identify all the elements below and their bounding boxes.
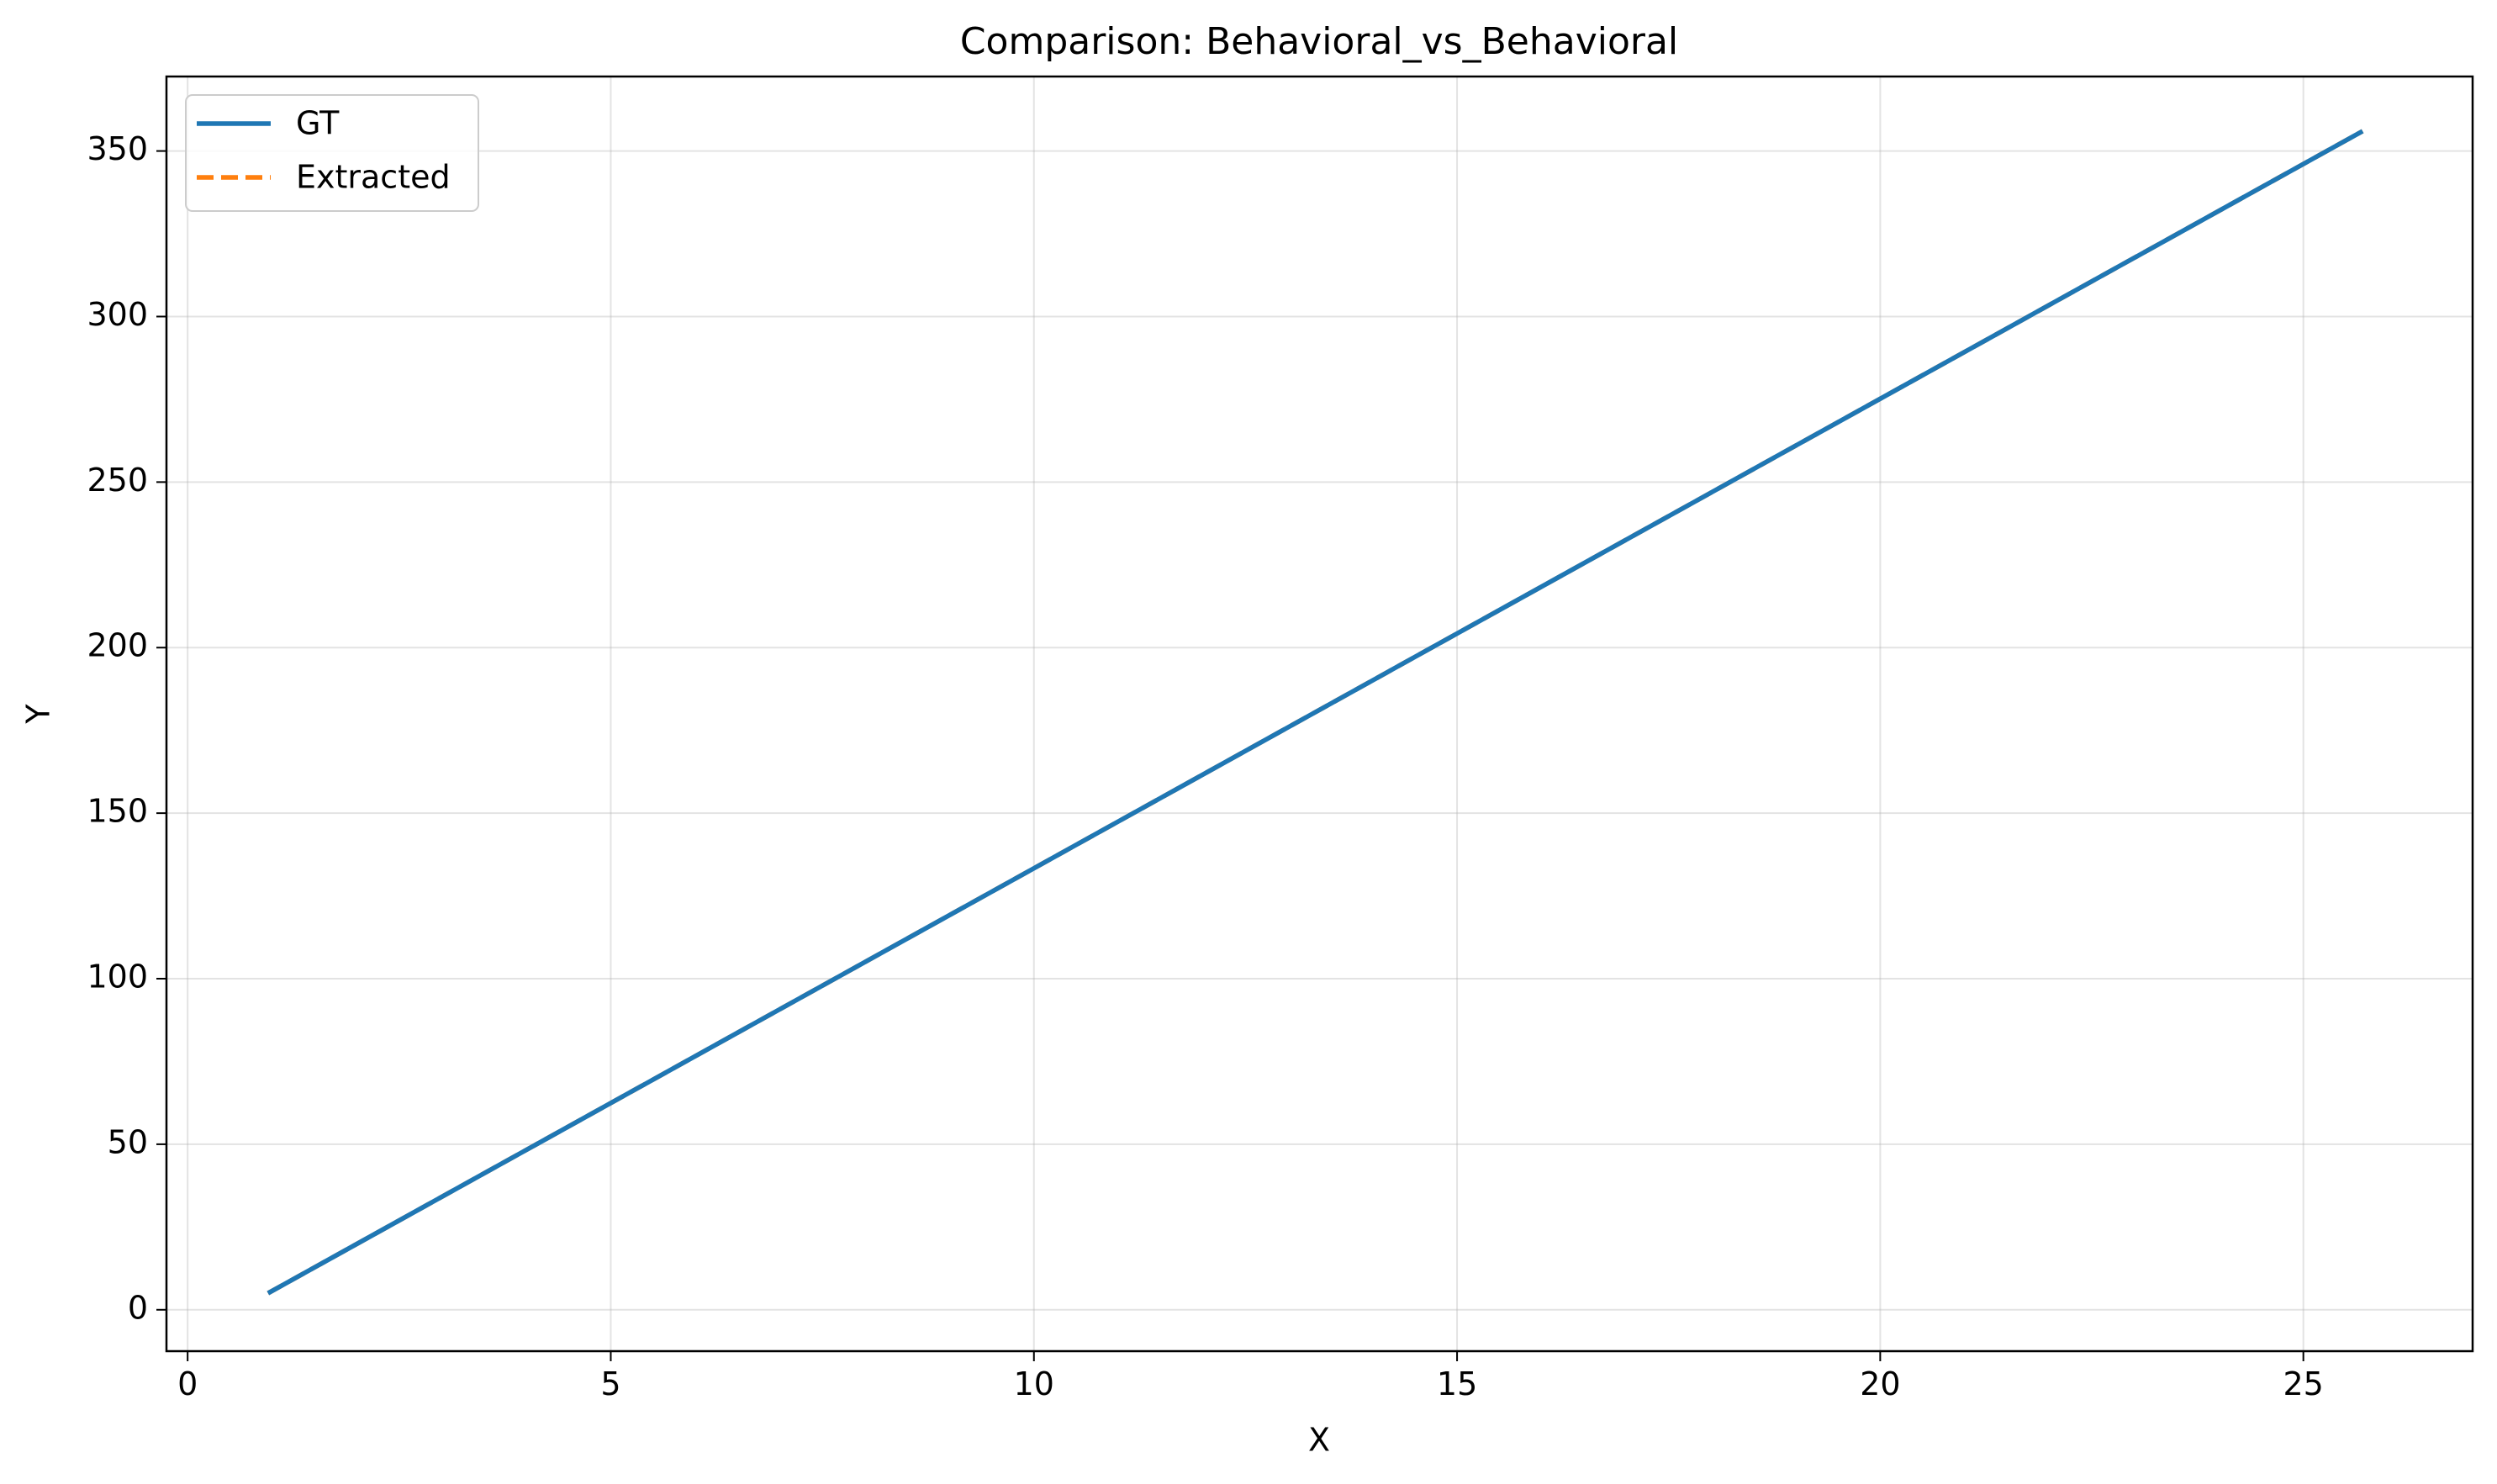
x-tick-label: 15: [1437, 1365, 1477, 1402]
y-tick-label: 250: [87, 462, 148, 499]
y-tick-label: 200: [87, 627, 148, 664]
series-layer: [267, 129, 2364, 1296]
x-tick-label: 0: [177, 1365, 198, 1402]
x-axis: 0 5 10 15 20 25: [177, 1351, 2324, 1402]
x-tick-label: 25: [2283, 1365, 2323, 1402]
x-tick-label: 5: [600, 1365, 620, 1402]
y-tick-label: 0: [128, 1289, 148, 1326]
grid: [166, 77, 2473, 1351]
y-tick-label: 100: [87, 959, 148, 995]
legend-label-gt: GT: [296, 105, 340, 142]
series-line-gt: [267, 129, 2364, 1296]
y-axis: 0 50 100 150 200 250 300 350: [87, 130, 166, 1326]
y-tick-label: 50: [108, 1123, 148, 1160]
y-tick-label: 350: [87, 130, 148, 167]
y-axis-label: Y: [20, 704, 57, 725]
x-tick-label: 10: [1014, 1365, 1054, 1402]
legend: GT Extracted: [185, 94, 479, 212]
legend-label-extracted: Extracted: [296, 159, 451, 196]
y-tick-label: 300: [87, 296, 148, 333]
x-tick-label: 20: [1860, 1365, 1900, 1402]
plot-frame: [165, 75, 2474, 1353]
chart-title: Comparison: Behavioral_vs_Behavioral: [960, 20, 1678, 63]
y-tick-label: 150: [87, 793, 148, 830]
x-axis-label: X: [1308, 1422, 1330, 1459]
